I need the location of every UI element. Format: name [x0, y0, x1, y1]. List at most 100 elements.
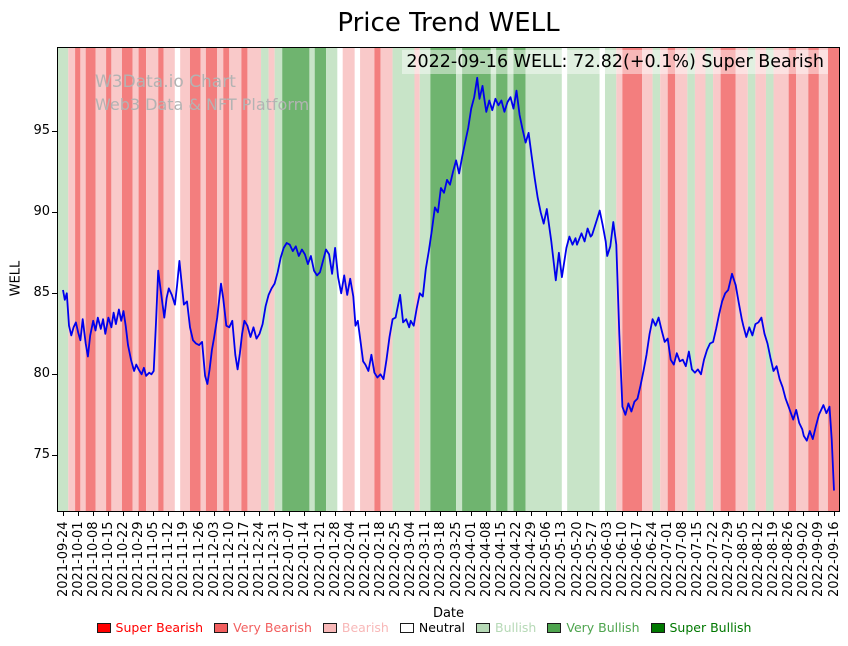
- sentiment-band-bearish: [68, 47, 76, 512]
- sentiment-band-bearish: [796, 47, 809, 512]
- sentiment-band-bullish: [705, 47, 714, 512]
- x-tick-label: 2021-12-10: [221, 521, 237, 597]
- x-tick-mark: [259, 512, 260, 516]
- x-tick-label: 2022-08-19: [766, 521, 781, 597]
- sentiment-band-bearish: [95, 47, 107, 512]
- x-tick-label: 2021-11-05: [146, 521, 162, 597]
- x-tick-mark: [697, 512, 699, 516]
- sentiment-band-very-bearish: [622, 47, 643, 512]
- sentiment-band-very-bearish: [85, 47, 96, 512]
- x-tick-mark: [818, 512, 820, 516]
- x-tick-mark: [183, 512, 185, 516]
- sentiment-band-very-bullish: [314, 47, 327, 512]
- x-tick-label: 2021-12-31: [267, 521, 283, 597]
- price-line: [62, 76, 835, 491]
- sentiment-band-bearish: [755, 47, 766, 512]
- x-tick-mark: [92, 512, 94, 516]
- x-tick-mark: [334, 512, 336, 516]
- x-tick-mark: [576, 512, 578, 516]
- x-tick-label: 2022-07-22: [705, 521, 721, 597]
- x-tick-label: 2021-10-22: [116, 521, 131, 597]
- sentiment-band-very-bearish: [106, 47, 112, 512]
- x-tick-mark: [455, 512, 457, 516]
- x-tick-mark: [546, 512, 548, 516]
- x-tick-mark: [243, 512, 245, 516]
- x-tick-mark: [153, 512, 155, 516]
- sentiment-band-very-bearish: [374, 47, 381, 512]
- sentiment-band-bearish: [642, 47, 653, 512]
- legend-label: Super Bullish: [669, 620, 752, 635]
- sentiment-band-very-bearish: [189, 47, 201, 512]
- sentiment-band-bullish: [507, 47, 514, 512]
- x-tick-label: 2022-05-13: [554, 521, 570, 597]
- legend-swatch-icon: [476, 623, 490, 633]
- x-tick-mark: [803, 512, 805, 516]
- x-tick-mark: [274, 512, 276, 516]
- sentiment-band-bearish: [229, 47, 242, 512]
- x-tick-mark: [364, 512, 366, 516]
- sentiment-band-bearish: [111, 47, 122, 512]
- sentiment-band-bearish: [80, 47, 86, 512]
- sentiment-band-very-bullish: [513, 47, 526, 512]
- sentiment-band-bullish: [456, 47, 463, 512]
- x-tick-mark: [349, 512, 351, 516]
- legend-swatch-icon: [96, 623, 111, 633]
- sentiment-band-bearish: [247, 47, 262, 512]
- x-axis-label: Date: [432, 606, 465, 621]
- x-tick-label: 2021-11-26: [191, 521, 207, 597]
- x-tick-mark: [485, 512, 487, 516]
- y-tick-label: 90: [33, 204, 50, 220]
- x-tick-mark: [123, 512, 124, 516]
- x-tick-label: 2022-09-09: [811, 521, 827, 597]
- sentiment-band-bullish: [392, 47, 415, 512]
- x-tick-mark: [425, 512, 427, 516]
- sentiment-band-bearish: [380, 47, 393, 512]
- x-tick-label: 2022-04-15: [493, 521, 509, 597]
- x-tick-mark: [440, 512, 442, 516]
- sentiment-band-bearish: [146, 47, 159, 512]
- x-tick-label: 2022-07-01: [660, 521, 676, 597]
- x-tick-mark: [138, 512, 140, 516]
- legend-item-bullish: Bullish: [476, 620, 536, 636]
- y-tick-mark: [52, 454, 57, 456]
- x-tick-mark: [682, 512, 684, 516]
- sentiment-band-bullish: [274, 47, 283, 512]
- sentiment-band-neutral: [337, 47, 343, 512]
- legend-label: Super Bearish: [115, 620, 204, 635]
- x-tick-mark: [77, 512, 79, 516]
- sentiment-band-bullish: [747, 47, 756, 512]
- plot-area: W3Data.io Chart Web3 Data & NFT Platform…: [57, 47, 840, 512]
- x-tick-label: 2022-05-20: [569, 521, 585, 597]
- x-tick-mark: [107, 512, 109, 516]
- x-tick-label: 2022-03-18: [433, 521, 449, 597]
- x-tick-mark: [606, 512, 608, 516]
- x-tick-label: 2022-07-08: [675, 521, 691, 597]
- x-tick-label: 2022-03-11: [418, 521, 434, 597]
- x-tick-label: 2022-06-10: [614, 521, 630, 597]
- x-tick-mark: [304, 512, 306, 516]
- legend-item-very-bullish: Very Bullish: [547, 620, 640, 636]
- x-tick-mark: [168, 512, 170, 516]
- legend-item-neutral: Neutral: [399, 620, 465, 636]
- x-tick-label: 2022-01-14: [297, 521, 313, 597]
- x-tick-label: 2022-05-27: [584, 521, 600, 597]
- sentiment-band-bearish: [616, 47, 623, 512]
- sentiment-band-bearish: [818, 47, 828, 512]
- sentiment-band-neutral: [354, 47, 361, 512]
- x-tick-label: 2022-07-29: [720, 521, 736, 597]
- sentiment-band-very-bearish: [158, 47, 164, 512]
- y-tick-label: 95: [33, 123, 50, 139]
- x-tick-mark: [773, 512, 774, 516]
- x-tick-label: 2022-02-18: [373, 521, 388, 597]
- x-tick-label: 2022-09-16: [826, 521, 842, 597]
- sentiment-band-very-bearish: [667, 47, 676, 512]
- sentiment-band-very-bullish: [282, 47, 310, 512]
- x-tick-label: 2022-03-25: [448, 521, 464, 597]
- y-tick-label: 80: [33, 366, 50, 382]
- x-tick-label: 2021-12-03: [206, 521, 222, 597]
- x-tick-label: 2021-11-19: [176, 521, 192, 597]
- x-tick-mark: [531, 512, 533, 516]
- x-tick-mark: [652, 512, 654, 516]
- sentiment-band-neutral: [561, 47, 568, 512]
- legend-swatch-icon: [650, 623, 665, 633]
